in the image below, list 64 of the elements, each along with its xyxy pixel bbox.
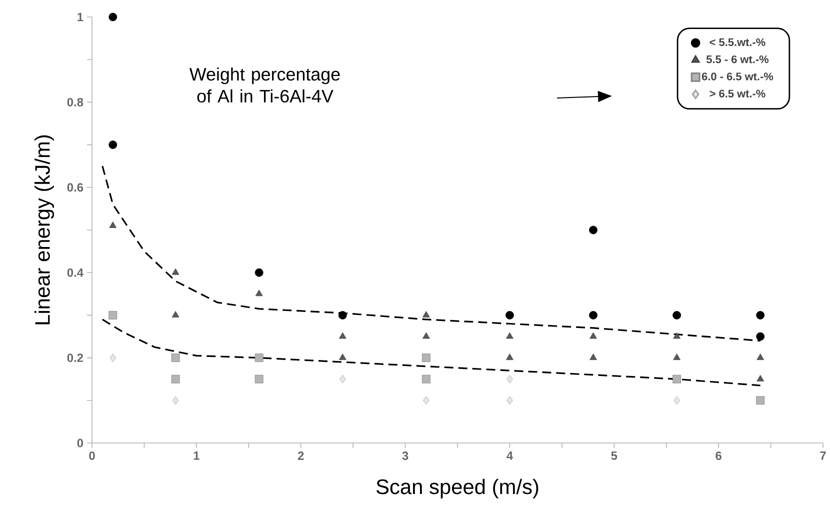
point [506, 332, 514, 339]
point [254, 268, 264, 277]
legend-label: < 5.5.wt.-% [710, 38, 766, 46]
y-tick-label: 0.2 [67, 354, 84, 362]
point [108, 12, 118, 22]
y-tick-label: 0.4 [67, 268, 84, 277]
point [171, 374, 180, 384]
x-tick-label: 1 [194, 452, 200, 460]
x-tick-label: 3 [402, 452, 408, 460]
y-tick-label: 0.6 [67, 183, 84, 192]
point [756, 354, 764, 360]
x-tick-label: 0 [89, 452, 95, 460]
point [672, 374, 681, 384]
y-tick-label: 0.8 [67, 98, 84, 106]
point [108, 311, 118, 320]
point [674, 396, 680, 405]
point [254, 354, 264, 362]
legend-label: 6.0 - 6.5 wt.-% [702, 72, 774, 80]
point [756, 396, 765, 405]
point [422, 332, 430, 339]
point [108, 140, 118, 149]
point [422, 354, 430, 362]
point [109, 222, 117, 228]
point [171, 354, 180, 362]
x-tick-label: 5 [611, 452, 618, 460]
legend-label: 5.5 - 6 wt.-% [706, 55, 769, 64]
legend-label: > 6.5 wt.-% [710, 90, 766, 98]
point [506, 374, 513, 384]
y-tick-label: 1 [78, 12, 84, 22]
point [338, 332, 346, 339]
x-axis-title: Scan speed (m/s) [376, 478, 538, 498]
point [756, 311, 765, 320]
point [110, 354, 116, 362]
point [589, 226, 598, 234]
x-tick-label: 6 [716, 452, 722, 460]
point [589, 311, 598, 320]
point [422, 374, 430, 384]
y-tick-label: 0 [77, 438, 83, 448]
x-tick-label: 7 [820, 452, 826, 460]
point [673, 332, 680, 339]
x-tick-label: 2 [298, 452, 304, 460]
point [172, 396, 179, 405]
point [422, 396, 430, 405]
point [672, 311, 681, 320]
line-series [102, 318, 762, 386]
point [590, 332, 597, 339]
x-tick-label: 4 [506, 452, 513, 460]
annotation: Weight percentage of Al in Ti-6Al-4V [189, 67, 340, 103]
point [338, 311, 347, 320]
point [254, 374, 264, 384]
point [339, 374, 346, 384]
point [255, 290, 263, 296]
y-axis-title: Linear energy (kJ/m) [34, 135, 54, 324]
point [506, 311, 514, 320]
point [172, 268, 180, 275]
point [756, 374, 764, 382]
point [172, 311, 180, 318]
point [338, 354, 346, 360]
point [422, 311, 430, 318]
point [673, 354, 680, 360]
point [506, 354, 514, 360]
point [590, 354, 597, 360]
point [506, 396, 513, 405]
point [756, 332, 765, 341]
